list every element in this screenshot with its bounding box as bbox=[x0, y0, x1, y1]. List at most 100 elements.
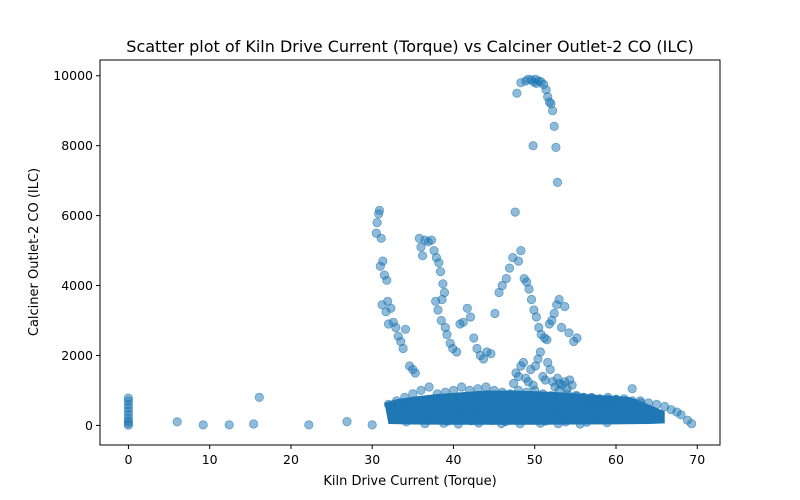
data-point bbox=[444, 408, 454, 418]
data-point bbox=[533, 415, 543, 425]
data-point bbox=[508, 378, 519, 389]
data-point bbox=[530, 74, 541, 84]
data-point bbox=[452, 347, 462, 357]
data-point bbox=[635, 398, 646, 408]
data-point bbox=[439, 418, 449, 428]
data-point bbox=[611, 394, 621, 404]
data-point bbox=[412, 408, 422, 418]
data-point bbox=[473, 384, 483, 394]
data-point bbox=[458, 317, 468, 327]
data-point bbox=[493, 406, 503, 416]
data-point bbox=[516, 246, 526, 256]
data-point bbox=[504, 263, 515, 273]
data-point bbox=[542, 406, 552, 416]
data-point bbox=[651, 399, 662, 409]
data-point bbox=[461, 406, 471, 416]
data-point bbox=[575, 419, 585, 429]
data-point bbox=[554, 294, 564, 305]
data-point bbox=[526, 294, 537, 305]
data-point bbox=[372, 218, 382, 228]
data-point bbox=[556, 322, 567, 333]
data-point bbox=[456, 382, 467, 392]
data-point bbox=[535, 347, 546, 357]
y-tick-label: 10000 bbox=[53, 68, 93, 83]
data-point bbox=[477, 407, 487, 417]
data-point bbox=[603, 392, 613, 402]
data-point bbox=[416, 385, 426, 395]
x-tick-label: 0 bbox=[124, 452, 132, 467]
data-point bbox=[510, 207, 520, 217]
data-point bbox=[627, 384, 637, 394]
data-point bbox=[505, 389, 515, 399]
data-point bbox=[552, 177, 563, 187]
data-point bbox=[459, 414, 469, 424]
data-point bbox=[545, 364, 555, 375]
data-point bbox=[570, 391, 581, 401]
data-point bbox=[501, 273, 511, 284]
y-tick-label: 8000 bbox=[61, 138, 93, 153]
data-point bbox=[578, 392, 589, 402]
data-point bbox=[564, 328, 574, 338]
data-point bbox=[547, 106, 558, 116]
data-point bbox=[497, 387, 507, 397]
y-tick-label: 0 bbox=[85, 418, 93, 433]
x-tick-label: 70 bbox=[689, 452, 705, 467]
data-point bbox=[560, 301, 570, 312]
data-point bbox=[304, 420, 314, 430]
data-point bbox=[543, 414, 553, 424]
data-point bbox=[440, 387, 450, 397]
data-point bbox=[574, 409, 585, 419]
data-point bbox=[377, 300, 387, 310]
data-point bbox=[417, 251, 428, 261]
points-layer bbox=[123, 74, 697, 430]
data-point bbox=[686, 419, 697, 429]
data-point bbox=[486, 349, 496, 359]
data-point bbox=[676, 410, 686, 420]
data-point bbox=[400, 392, 410, 402]
data-point bbox=[342, 416, 352, 427]
data-point bbox=[591, 409, 601, 419]
data-point bbox=[586, 392, 597, 402]
y-axis-label: Calciner Outlet-2 CO (ILC) bbox=[27, 168, 42, 336]
data-point bbox=[512, 88, 522, 98]
data-point bbox=[562, 389, 572, 399]
data-point bbox=[398, 343, 408, 354]
data-point bbox=[249, 419, 259, 429]
data-point bbox=[383, 399, 394, 409]
data-point bbox=[462, 303, 472, 313]
data-point bbox=[556, 413, 566, 423]
data-point bbox=[376, 233, 386, 243]
data-point bbox=[367, 420, 377, 430]
data-point bbox=[488, 413, 498, 423]
data-point bbox=[489, 385, 499, 395]
x-tick-label: 10 bbox=[202, 452, 218, 467]
data-point bbox=[224, 420, 234, 430]
data-point bbox=[391, 322, 401, 333]
y-axis: 0 2000 4000 6000 8000 10000 bbox=[53, 68, 100, 433]
data-point bbox=[554, 385, 564, 395]
data-point bbox=[399, 414, 409, 425]
x-axis: 0 10 20 30 40 50 60 70 bbox=[124, 445, 705, 467]
data-point bbox=[531, 312, 542, 322]
data-point bbox=[123, 393, 133, 403]
data-point bbox=[434, 258, 444, 268]
data-point bbox=[513, 385, 524, 395]
data-point bbox=[435, 266, 446, 277]
data-point bbox=[607, 410, 617, 421]
data-point bbox=[530, 385, 540, 395]
data-point bbox=[623, 412, 633, 422]
x-tick-label: 50 bbox=[527, 452, 543, 467]
data-point bbox=[410, 368, 420, 378]
data-point bbox=[497, 280, 507, 291]
data-point bbox=[436, 315, 446, 326]
data-point bbox=[382, 275, 392, 285]
data-point bbox=[400, 324, 411, 334]
data-point bbox=[426, 235, 437, 245]
data-point bbox=[375, 261, 385, 271]
plot-frame bbox=[99, 59, 721, 446]
data-point bbox=[381, 307, 391, 317]
x-tick-label: 20 bbox=[283, 452, 299, 467]
data-point bbox=[427, 412, 437, 422]
